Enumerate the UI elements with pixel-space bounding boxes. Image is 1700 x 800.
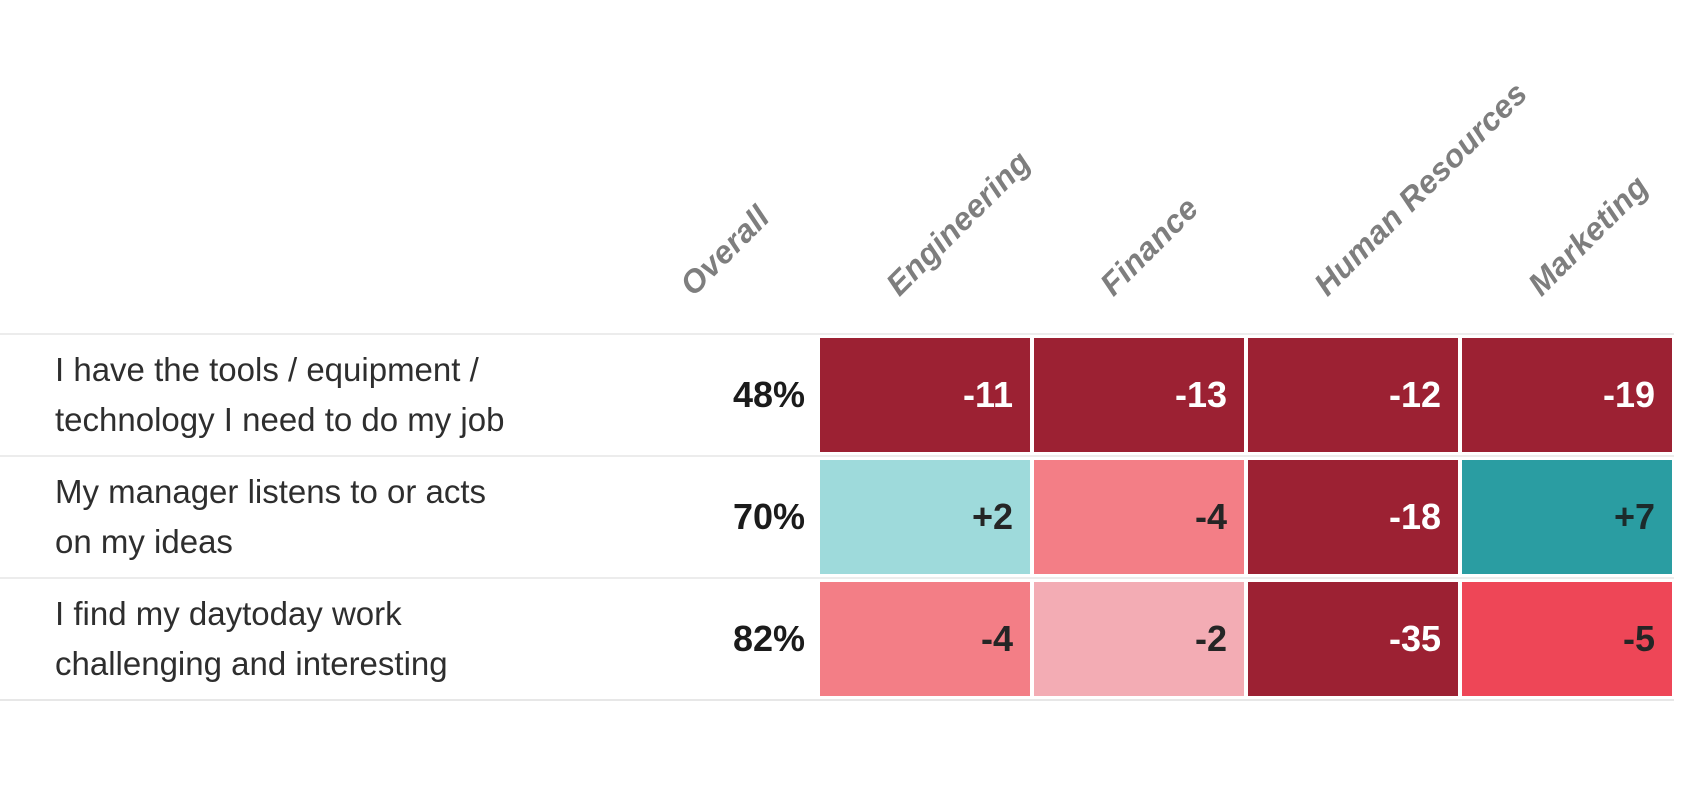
row-label-line: I find my daytoday work	[55, 595, 402, 632]
column-header-engineering: Engineering	[878, 143, 1038, 303]
column-headers: Overall Engineering Finance Human Resour…	[0, 0, 1674, 333]
column-header-overall: Overall	[672, 198, 777, 303]
row-label: I have the tools / equipment / technolog…	[0, 335, 620, 455]
heatmap-cell: -18	[1248, 460, 1458, 574]
heatmap-grid: I have the tools / equipment / technolog…	[0, 333, 1674, 701]
overall-value: 82%	[732, 618, 805, 659]
heatmap-cell: -12	[1248, 338, 1458, 452]
heatmap-row-manager: My manager listens to or acts on my idea…	[0, 455, 1674, 577]
row-label-line: on my ideas	[55, 523, 233, 560]
column-header-human-resources: Human Resources	[1306, 74, 1535, 303]
overall-value: 48%	[732, 374, 805, 415]
heatmap-cell: -4	[820, 582, 1030, 696]
column-header-marketing: Marketing	[1520, 168, 1656, 303]
column-header-finance: Finance	[1092, 189, 1206, 303]
heatmap-cell: -11	[820, 338, 1030, 452]
overall-value: 70%	[732, 496, 805, 537]
heatmap-cell: -2	[1034, 582, 1244, 696]
heatmap-cell: -5	[1462, 582, 1672, 696]
heatmap-cell: +2	[820, 460, 1030, 574]
row-label-line: technology I need to do my job	[55, 401, 505, 438]
heatmap-cell: -35	[1248, 582, 1458, 696]
heatmap-row-daytoday: I find my daytoday work challenging and …	[0, 577, 1674, 699]
row-label: I find my daytoday work challenging and …	[0, 579, 620, 699]
row-label-line: My manager listens to or acts	[55, 473, 486, 510]
row-label-line: challenging and interesting	[55, 645, 448, 682]
heatmap-cell: +7	[1462, 460, 1672, 574]
row-label-line: I have the tools / equipment /	[55, 351, 479, 388]
heatmap-row-tools: I have the tools / equipment / technolog…	[0, 333, 1674, 455]
heatmap-cell: -13	[1034, 338, 1244, 452]
row-label: My manager listens to or acts on my idea…	[0, 457, 620, 577]
heatmap-cell: -4	[1034, 460, 1244, 574]
heatmap-cell: -19	[1462, 338, 1672, 452]
